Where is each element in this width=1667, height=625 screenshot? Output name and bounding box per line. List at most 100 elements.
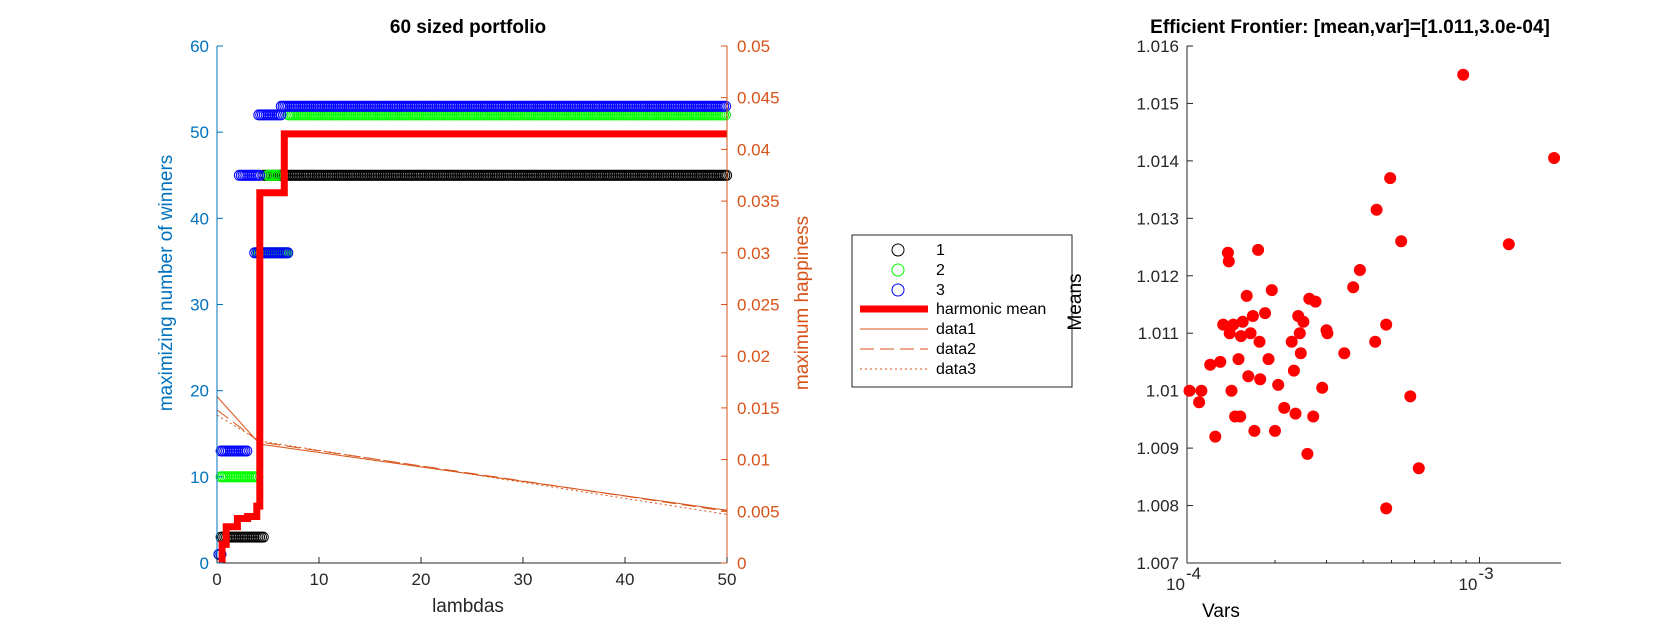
- scatter-point: [1502, 238, 1515, 251]
- legend-label: data1: [936, 321, 976, 338]
- marker-point: [254, 169, 266, 181]
- scatter-point: [1254, 373, 1267, 386]
- scatter-y-tick-label: 1.012: [1136, 267, 1179, 286]
- right-y-axis-label: maximum happiness: [792, 216, 813, 390]
- marker-point: [720, 100, 732, 112]
- scatter-point: [1272, 378, 1285, 391]
- x-tick-label: 20: [412, 570, 431, 589]
- right-y-tick-label: 0.045: [737, 89, 780, 108]
- left-y-tick-label: 10: [190, 468, 209, 487]
- scatter-point: [1301, 447, 1314, 460]
- harmonic-mean-line: [218, 130, 727, 563]
- series-line-data1: [216, 396, 728, 511]
- legend-label: 1: [936, 242, 945, 259]
- scatter-x-tick-label: 10-4: [1166, 564, 1201, 594]
- scatter-x-tick-label: 10-3: [1459, 564, 1494, 594]
- left-marker-series-group: [213, 100, 733, 560]
- scatter-y-tick-label: 1.011: [1138, 324, 1179, 343]
- legend-label: data2: [936, 341, 976, 358]
- left-y-tick-label: 50: [190, 123, 209, 142]
- legend-marker-1: [891, 243, 905, 257]
- scatter-x-axis-label: Vars: [1202, 601, 1240, 622]
- scatter-point: [1380, 318, 1393, 331]
- scatter-x-tick-base: 10: [1166, 575, 1185, 594]
- scatter-point: [1252, 243, 1265, 256]
- right-y-tick-label: 0.005: [737, 502, 780, 521]
- scatter-point: [1227, 318, 1240, 331]
- scatter-x-tick-base: 10: [1459, 575, 1478, 594]
- x-tick-label: 0: [212, 570, 221, 589]
- scatter-point: [1309, 295, 1322, 308]
- scatter-point: [1209, 430, 1222, 443]
- legend-label: data3: [936, 361, 976, 378]
- scatter-point: [1253, 335, 1266, 348]
- scatter-point: [1294, 347, 1307, 360]
- scatter-point: [1232, 353, 1245, 366]
- scatter-point: [1287, 364, 1300, 377]
- scatter-y-tick-label: 1.007: [1136, 554, 1179, 573]
- series-line-data2: [216, 409, 728, 512]
- legend-marker-3: [891, 283, 905, 297]
- harmonic-mean-group: [218, 130, 727, 563]
- scatter-point: [1548, 152, 1561, 164]
- marker-series-1: [213, 169, 733, 560]
- marker-point: [241, 445, 253, 457]
- chart-left-plot: 60 sized portfolio 0 10 20 30 40 500102030405…: [156, 17, 813, 617]
- right-y-tick-label: 0.04: [737, 140, 770, 159]
- left-y-tick-label: 0: [200, 554, 209, 573]
- scatter-point: [1404, 390, 1417, 403]
- scatter-y-tick-label: 1.013: [1136, 209, 1179, 228]
- scatter-y-tick-label: 1.009: [1136, 439, 1179, 458]
- scatter-point: [1262, 353, 1275, 366]
- chart-right-plot: Efficient Frontier: [mean,var]=[1.011,3.…: [1065, 17, 1561, 622]
- scatter-point: [1370, 203, 1383, 216]
- scatter-point: [1235, 330, 1247, 343]
- left-y-tick-label: 30: [190, 296, 209, 315]
- scatter-point: [1338, 347, 1351, 360]
- scatter-point: [1204, 358, 1217, 371]
- left-axes-group: 0 10 20 30 40 50010203040506000.0050.010.0150…: [190, 37, 779, 589]
- scatter-point: [1248, 424, 1261, 437]
- scatter-point: [1307, 410, 1320, 423]
- scatter-point: [1285, 335, 1298, 348]
- scatter-point: [1289, 407, 1302, 420]
- left-y-tick-label: 60: [190, 37, 209, 56]
- scatter-point: [1234, 410, 1247, 423]
- scatter-point: [1353, 264, 1366, 276]
- x-tick-label: 40: [616, 570, 635, 589]
- right-y-tick-label: 0.05: [737, 37, 770, 56]
- right-y-tick-label: 0.01: [737, 451, 770, 470]
- x-tick-label: 10: [310, 570, 329, 589]
- scatter-x-tick-exponent: -3: [1478, 564, 1493, 583]
- scatter-point: [1347, 281, 1360, 294]
- scatter-point: [1195, 384, 1208, 397]
- right-y-tick-label: 0.015: [737, 399, 780, 418]
- right-y-tick-label: 0: [737, 554, 746, 573]
- scatter-point: [1321, 327, 1334, 340]
- scatter-point: [1225, 384, 1238, 397]
- right-chart-title: Efficient Frontier: [mean,var]=[1.011,3.…: [1150, 17, 1550, 38]
- legend: 1 2 3 harmonic mean data1 data2 data3: [851, 234, 1073, 388]
- marker-point: [282, 247, 294, 259]
- scatter-y-tick-label: 1.014: [1136, 152, 1179, 171]
- scatter-point: [1293, 327, 1306, 340]
- scatter-x-tick-exponent: -4: [1186, 564, 1201, 583]
- x-tick-label: 30: [514, 570, 533, 589]
- right-y-tick-label: 0.02: [737, 347, 770, 366]
- scatter-point: [1183, 384, 1196, 397]
- scatter-point: [1236, 315, 1249, 328]
- left-y-tick-label: 20: [190, 382, 209, 401]
- scatter-y-tick-label: 1.01: [1146, 382, 1179, 401]
- scatter-point: [1395, 235, 1408, 248]
- scatter-axes-group: 1.007 1.008 1.009 1.01 1.011 1.012 1.013 1.014 1…: [1136, 37, 1561, 594]
- scatter-y-tick-label: 1.015: [1136, 94, 1179, 113]
- scatter-points-group: [1183, 68, 1561, 515]
- right-y-tick-label: 0.035: [737, 192, 780, 211]
- marker-point: [257, 531, 269, 543]
- right-y-tick-label: 0.03: [737, 244, 770, 263]
- left-x-axis-label: lambdas: [432, 596, 504, 617]
- scatter-point: [1259, 307, 1272, 320]
- scatter-point: [1316, 381, 1329, 394]
- scatter-y-axis-label: Means: [1065, 273, 1086, 330]
